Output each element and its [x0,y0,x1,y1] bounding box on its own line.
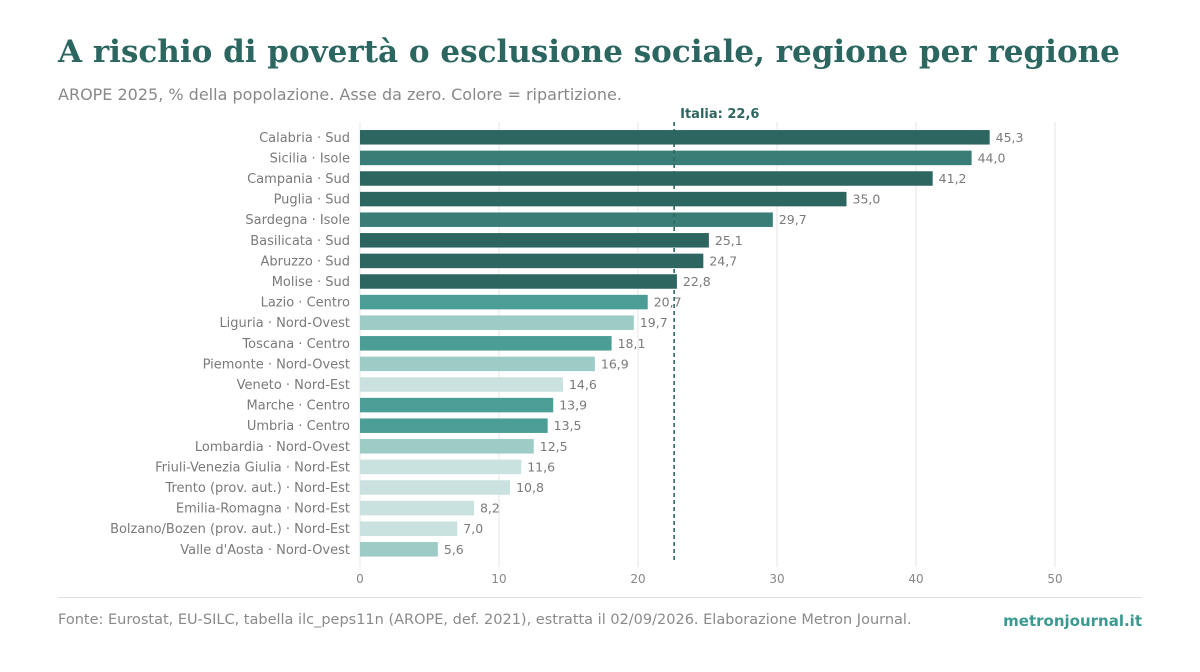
category-label: Molise · Sud [272,275,350,290]
category-label: Valle d'Aosta · Nord-Ovest [180,543,350,558]
bar [360,253,704,269]
bar [360,315,634,330]
bar [360,212,773,227]
value-label: 10,8 [516,480,544,495]
bar [360,480,511,495]
bar [360,294,648,310]
bar [360,356,595,372]
category-label: Toscana · Centro [241,337,350,352]
category-label: Sicilia · Isole [270,151,350,166]
value-label: 12,5 [540,439,568,454]
category-label: Marche · Centro [247,399,350,414]
bar [360,171,933,186]
reference-line-label: Italia: 22,6 [680,107,759,122]
bar [360,439,534,454]
bar [360,418,548,433]
footer-divider [58,597,1142,598]
category-label: Piemonte · Nord-Ovest [203,357,350,372]
value-label: 35,0 [853,192,881,207]
x-tick-label: 40 [908,572,923,586]
value-label: 5,6 [444,542,464,557]
value-label: 24,7 [709,253,737,268]
category-label: Abruzzo · Sud [261,254,350,269]
category-label: Puglia · Sud [274,193,350,208]
category-label: Sardegna · Isole [245,213,350,228]
x-tick-label: 30 [769,572,784,586]
bar [360,233,709,248]
source-note: Fonte: Eurostat, EU-SILC, tabella ilc_pe… [58,612,912,628]
chart-subtitle: AROPE 2025, % della popolazione. Asse da… [58,85,622,104]
bar [360,191,847,207]
x-tick-label: 50 [1047,572,1062,586]
value-label: 13,5 [554,418,582,433]
category-label: Basilicata · Sud [250,234,350,249]
bar [360,397,554,413]
bar [360,542,438,557]
value-label: 11,6 [527,459,555,474]
value-label: 16,9 [601,356,629,371]
bar [360,521,458,536]
x-tick-label: 20 [630,572,645,586]
bar [360,377,563,392]
category-label: Lazio · Centro [261,296,350,311]
value-label: 7,0 [463,521,483,536]
chart-title: A rischio di povertà o esclusione social… [58,34,1120,70]
bar [360,459,522,475]
value-label: 13,9 [559,398,587,413]
category-label: Calabria · Sud [259,131,350,146]
value-label: 25,1 [715,233,743,248]
bar [360,336,612,351]
value-label: 18,1 [618,336,646,351]
bar [360,274,677,289]
value-label: 45,3 [996,130,1024,145]
category-label: Bolzano/Bozen (prov. aut.) · Nord-Est [110,522,350,537]
bar-chart: 0 10 20 30 40 50 Calabria · Sud 45,3 Sicilia · I… [110,107,1063,586]
bar [360,150,972,166]
category-label: Friuli-Venezia Giulia · Nord-Est [155,460,350,475]
value-label: 29,7 [779,212,807,227]
category-label: Lombardia · Nord-Ovest [195,440,350,455]
value-label: 8,2 [480,501,500,516]
category-label: Liguria · Nord-Ovest [219,316,350,331]
value-label: 22,8 [683,274,711,289]
value-label: 19,7 [640,315,668,330]
x-tick-label: 10 [491,572,506,586]
category-label: Veneto · Nord-Est [237,378,350,393]
category-label: Trento (prov. aut.) · Nord-Est [164,481,350,496]
bar [360,500,474,516]
x-tick-label: 0 [356,572,364,586]
brand-link[interactable]: metronjournal.it [1003,612,1142,630]
category-label: Campania · Sud [247,172,350,187]
value-label: 20,7 [654,295,682,310]
value-label: 41,2 [939,171,967,186]
category-label: Emilia-Romagna · Nord-Est [176,502,350,517]
value-label: 14,6 [569,377,597,392]
value-label: 44,0 [978,150,1006,165]
category-label: Umbria · Centro [247,419,350,434]
